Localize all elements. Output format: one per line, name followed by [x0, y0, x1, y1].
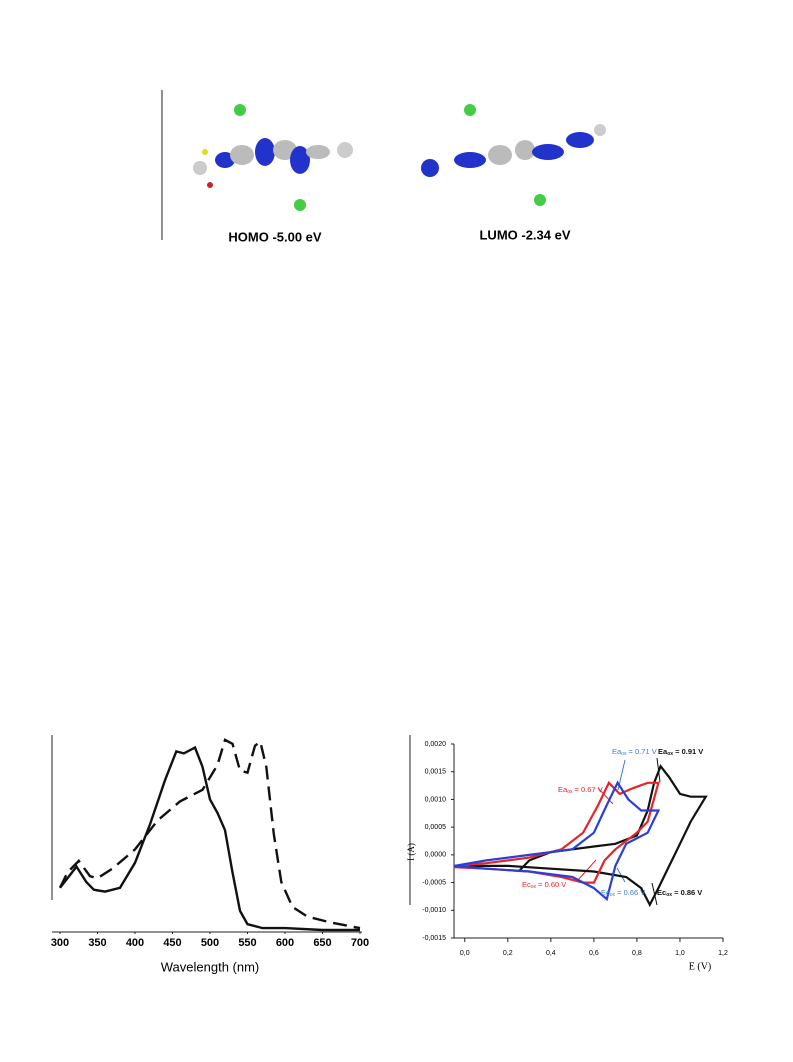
y-tick-label: -0,0005 [422, 879, 446, 886]
annotation-text: Ea [558, 785, 568, 794]
x-axis-label: E (V) [689, 961, 712, 972]
annotation-sub: ox [610, 892, 616, 898]
x-tick-label: 450 [163, 937, 181, 949]
y-tick-label: -0,0010 [422, 907, 446, 914]
annotation: Eaox = 0.91 V [658, 747, 703, 757]
x-tick-label: 700 [351, 937, 369, 949]
x-tick-label: 350 [88, 937, 106, 949]
x-tick-label: 1,2 [718, 950, 728, 957]
x-tick-label: 650 [313, 937, 331, 949]
series-line [58, 738, 361, 930]
annotation-value: = 0.91 V [673, 747, 703, 756]
annotation-value: = 0.67 V [572, 785, 602, 794]
x-tick-label: 0,4 [546, 950, 556, 957]
annotation: Ecox = 0.86 V [657, 888, 702, 898]
series-line [453, 780, 660, 884]
x-tick-label: 0,6 [589, 950, 599, 957]
x-axis-label: Wavelength (nm) [161, 959, 260, 974]
annotation: Ecox = 0.60 V [522, 880, 566, 890]
annotation-text: Ec [657, 888, 666, 897]
y-axis-label: I (A) [406, 843, 416, 861]
x-tick-label: 0,2 [503, 950, 513, 957]
annotation-value: = 0.86 V [672, 888, 702, 897]
x-tick-label: 0,0 [460, 950, 470, 957]
annotation: Ecox = 0.66 V [601, 888, 645, 898]
annotation-sub: ox [531, 884, 537, 890]
annotation: Eaox = 0.67 V [558, 785, 603, 795]
annotation-value: = 0.60 V [536, 880, 566, 889]
x-tick-label: 500 [201, 937, 219, 949]
annotation-value: = 0.66 V [615, 888, 645, 897]
annotation-value: = 0.71 V [626, 747, 656, 756]
y-tick-label: 0,0020 [425, 741, 447, 748]
annotation: Eaox = 0.71 V [612, 747, 657, 757]
x-tick-label: 600 [276, 937, 294, 949]
annotation-text: Ec [601, 888, 610, 897]
y-tick-label: 0,0000 [425, 852, 447, 859]
annotation-sub: ox [667, 751, 673, 757]
x-tick-label: 400 [126, 937, 144, 949]
molecule-lumo [421, 104, 606, 206]
y-tick-label: 0,0005 [425, 824, 447, 831]
x-tick-label: 0,8 [632, 950, 642, 957]
series-line [453, 780, 661, 902]
x-tick-label: 550 [238, 937, 256, 949]
annotation-sub: ox [567, 789, 573, 795]
x-tick-label: 300 [51, 937, 69, 949]
annotation-text: Ea [658, 747, 668, 756]
annotation-sub: ox [666, 892, 672, 898]
annotation-text: Ec [522, 880, 531, 889]
series-line [59, 745, 360, 932]
x-tick-label: 1,0 [675, 950, 685, 957]
y-tick-label: 0,0015 [425, 769, 447, 776]
molecule-homo [193, 104, 353, 211]
homo-label: HOMO -5.00 eV [228, 229, 322, 244]
annotation-sub: ox [621, 751, 627, 757]
y-tick-label: 0,0010 [425, 796, 447, 803]
annotation-text: Ea [612, 747, 622, 756]
lumo-label: LUMO -2.34 eV [479, 227, 570, 242]
y-tick-label: -0,0015 [422, 935, 446, 942]
